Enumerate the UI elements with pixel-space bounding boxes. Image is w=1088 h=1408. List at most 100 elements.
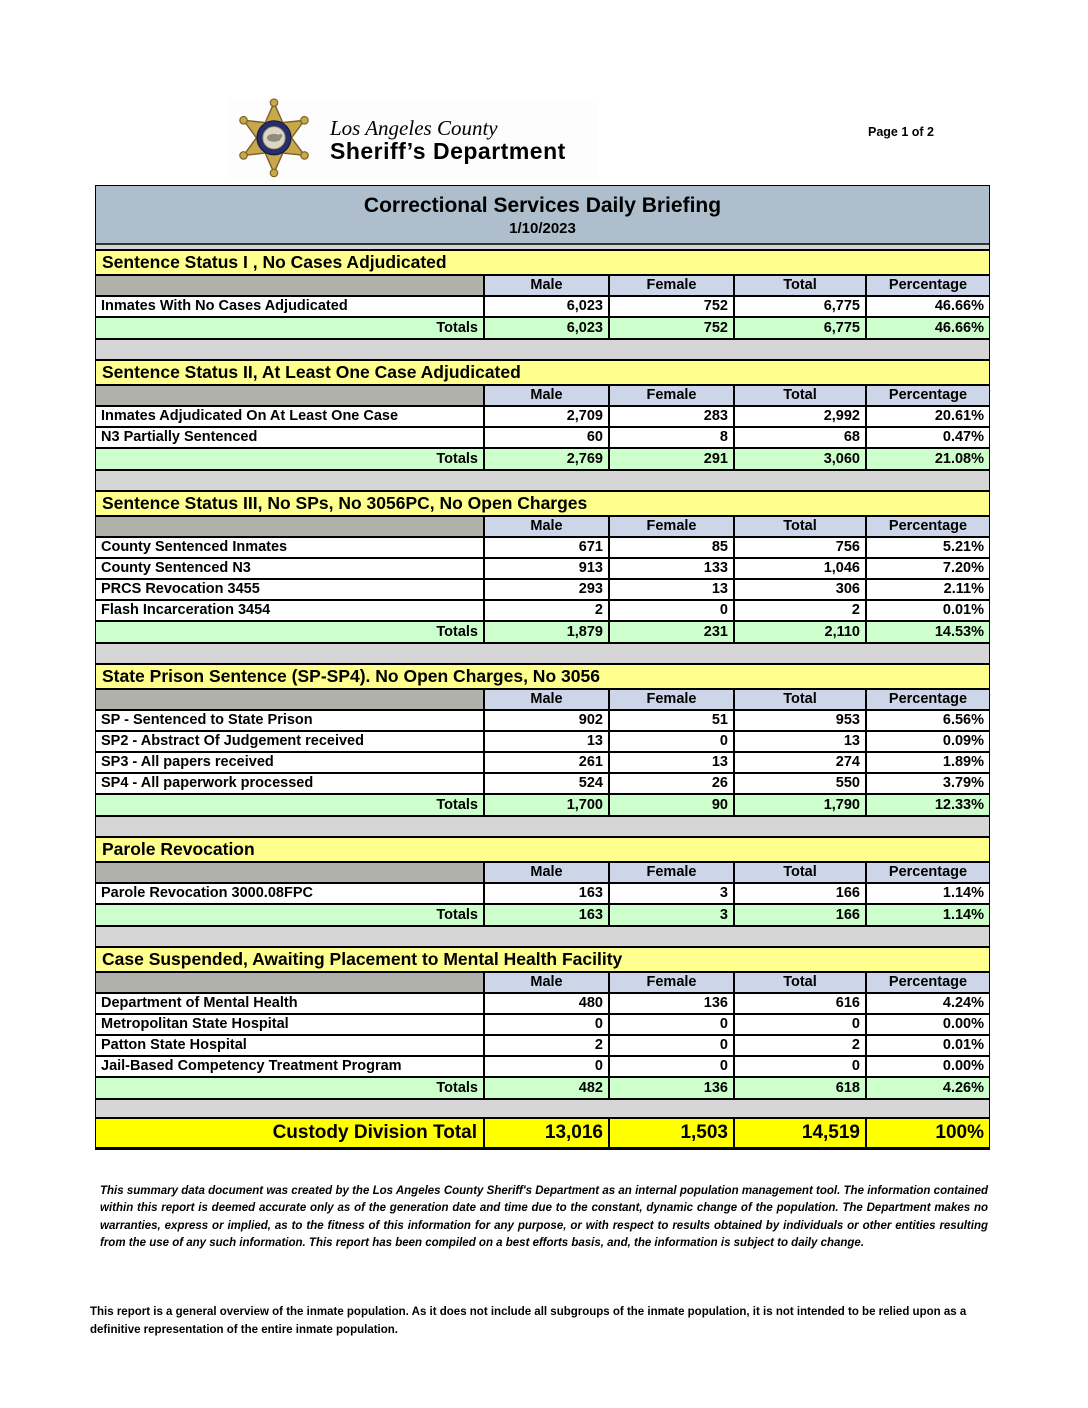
row-label: Flash Incarceration 3454 bbox=[96, 601, 485, 622]
total-value: 2 bbox=[735, 601, 867, 622]
totals-female: 752 bbox=[610, 318, 735, 340]
male-value: 163 bbox=[485, 884, 610, 905]
page-number: Page 1 of 2 bbox=[868, 125, 934, 139]
spacer bbox=[96, 340, 989, 359]
totals-label: Totals bbox=[96, 449, 485, 471]
totals-label: Totals bbox=[96, 905, 485, 927]
total-value: 756 bbox=[735, 538, 867, 559]
column-header-row: Male Female Total Percentage bbox=[96, 276, 989, 297]
male-value: 524 bbox=[485, 774, 610, 795]
male-value: 0 bbox=[485, 1015, 610, 1036]
grand-total-row: Custody Division Total 13,016 1,503 14,5… bbox=[96, 1119, 989, 1149]
female-value: 0 bbox=[610, 732, 735, 753]
percentage-value: 1.89% bbox=[867, 753, 989, 774]
male-value: 293 bbox=[485, 580, 610, 601]
percentage-value: 0.01% bbox=[867, 601, 989, 622]
female-value: 8 bbox=[610, 428, 735, 449]
female-value: 0 bbox=[610, 1036, 735, 1057]
female-value: 283 bbox=[610, 407, 735, 428]
report-table: Correctional Services Daily Briefing 1/1… bbox=[95, 185, 990, 1150]
female-value: 0 bbox=[610, 1057, 735, 1078]
total-value: 306 bbox=[735, 580, 867, 601]
total-value: 68 bbox=[735, 428, 867, 449]
column-header-percentage: Percentage bbox=[867, 386, 989, 407]
totals-percentage: 4.26% bbox=[867, 1078, 989, 1100]
percentage-value: 2.11% bbox=[867, 580, 989, 601]
column-header-female: Female bbox=[610, 517, 735, 538]
total-value: 0 bbox=[735, 1057, 867, 1078]
column-header-row: Male Female Total Percentage bbox=[96, 386, 989, 407]
male-value: 2,709 bbox=[485, 407, 610, 428]
row-label: SP2 - Abstract Of Judgement received bbox=[96, 732, 485, 753]
column-header-male: Male bbox=[485, 973, 610, 994]
spacer bbox=[96, 644, 989, 663]
report-date: 1/10/2023 bbox=[509, 220, 576, 237]
column-header-row: Male Female Total Percentage bbox=[96, 863, 989, 884]
row-label: PRCS Revocation 3455 bbox=[96, 580, 485, 601]
header-spacer-cell bbox=[96, 386, 485, 407]
row-label: Metropolitan State Hospital bbox=[96, 1015, 485, 1036]
spacer bbox=[96, 927, 989, 946]
percentage-value: 46.66% bbox=[867, 297, 989, 318]
disclaimer-text: This summary data document was created b… bbox=[100, 1185, 988, 1249]
totals-female: 136 bbox=[610, 1078, 735, 1100]
section-title: Sentence Status I , No Cases Adjudicated bbox=[96, 249, 989, 276]
total-value: 166 bbox=[735, 884, 867, 905]
column-header-female: Female bbox=[610, 276, 735, 297]
table-row: County Sentenced Inmates 671 85 756 5.21… bbox=[96, 538, 989, 559]
row-label: Parole Revocation 3000.08FPC bbox=[96, 884, 485, 905]
totals-total: 1,790 bbox=[735, 795, 867, 817]
totals-label: Totals bbox=[96, 795, 485, 817]
male-value: 6,023 bbox=[485, 297, 610, 318]
table-row: Flash Incarceration 3454 2 0 2 0.01% bbox=[96, 601, 989, 622]
totals-label: Totals bbox=[96, 318, 485, 340]
totals-total: 166 bbox=[735, 905, 867, 927]
male-value: 902 bbox=[485, 711, 610, 732]
table-row: Inmates With No Cases Adjudicated 6,023 … bbox=[96, 297, 989, 318]
female-value: 85 bbox=[610, 538, 735, 559]
column-header-percentage: Percentage bbox=[867, 690, 989, 711]
male-value: 671 bbox=[485, 538, 610, 559]
grand-total-label: Custody Division Total bbox=[96, 1119, 485, 1149]
totals-male: 2,769 bbox=[485, 449, 610, 471]
totals-row: Totals 163 3 166 1.14% bbox=[96, 905, 989, 927]
female-value: 0 bbox=[610, 1015, 735, 1036]
column-header-male: Male bbox=[485, 690, 610, 711]
header-spacer-cell bbox=[96, 517, 485, 538]
section-title: Parole Revocation bbox=[96, 836, 989, 863]
column-header-total: Total bbox=[735, 973, 867, 994]
section-state-prison-sentence: State Prison Sentence (SP-SP4). No Open … bbox=[96, 663, 989, 817]
header-spacer-cell bbox=[96, 276, 485, 297]
table-row: SP - Sentenced to State Prison 902 51 95… bbox=[96, 711, 989, 732]
male-value: 261 bbox=[485, 753, 610, 774]
sheriff-star-badge-icon bbox=[228, 98, 320, 180]
grand-total-female: 1,503 bbox=[610, 1119, 735, 1149]
grand-total-total: 14,519 bbox=[735, 1119, 867, 1149]
section-case-suspended: Case Suspended, Awaiting Placement to Me… bbox=[96, 946, 989, 1100]
grand-total-male: 13,016 bbox=[485, 1119, 610, 1149]
section-title: State Prison Sentence (SP-SP4). No Open … bbox=[96, 663, 989, 690]
table-row: SP3 - All papers received 261 13 274 1.8… bbox=[96, 753, 989, 774]
column-header-female: Female bbox=[610, 973, 735, 994]
female-value: 13 bbox=[610, 753, 735, 774]
female-value: 51 bbox=[610, 711, 735, 732]
spacer bbox=[96, 471, 989, 490]
total-value: 13 bbox=[735, 732, 867, 753]
percentage-value: 6.56% bbox=[867, 711, 989, 732]
column-header-total: Total bbox=[735, 863, 867, 884]
percentage-value: 7.20% bbox=[867, 559, 989, 580]
totals-female: 90 bbox=[610, 795, 735, 817]
spacer bbox=[96, 1100, 989, 1119]
male-value: 0 bbox=[485, 1057, 610, 1078]
totals-percentage: 1.14% bbox=[867, 905, 989, 927]
column-header-row: Male Female Total Percentage bbox=[96, 690, 989, 711]
row-label: Jail-Based Competency Treatment Program bbox=[96, 1057, 485, 1078]
row-label: Inmates Adjudicated On At Least One Case bbox=[96, 407, 485, 428]
totals-row: Totals 1,700 90 1,790 12.33% bbox=[96, 795, 989, 817]
table-row: County Sentenced N3 913 133 1,046 7.20% bbox=[96, 559, 989, 580]
total-value: 616 bbox=[735, 994, 867, 1015]
table-row: SP4 - All paperwork processed 524 26 550… bbox=[96, 774, 989, 795]
column-header-row: Male Female Total Percentage bbox=[96, 973, 989, 994]
section-sentence-status-1: Sentence Status I , No Cases Adjudicated… bbox=[96, 249, 989, 340]
